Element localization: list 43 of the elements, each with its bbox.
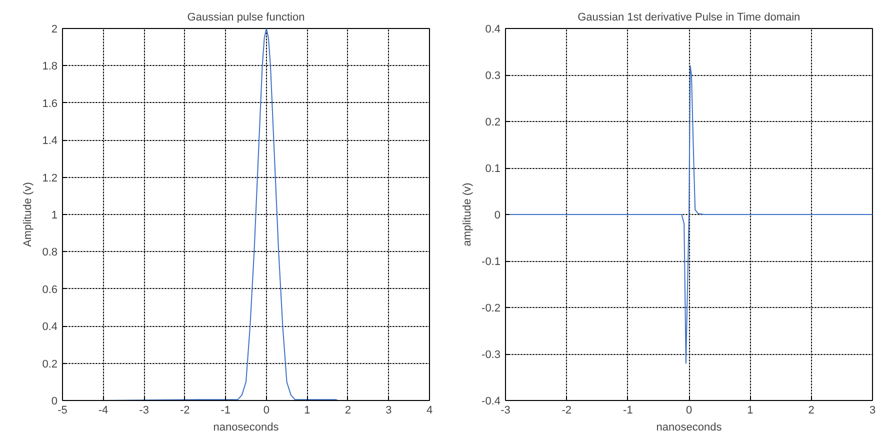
y-tick-label: 0.6 bbox=[42, 284, 58, 296]
x-tick-label: 2 bbox=[344, 404, 352, 416]
x-axis-title: nanoseconds bbox=[213, 422, 280, 434]
y-tick-label: 1.8 bbox=[42, 60, 58, 73]
x-tick-label: -3 bbox=[500, 404, 510, 416]
y-tick-label: -0.2 bbox=[482, 302, 501, 314]
x-tick-label: 1 bbox=[304, 404, 310, 416]
x-tick-label: -1 bbox=[622, 404, 633, 416]
y-tick-label: 1.6 bbox=[42, 98, 58, 110]
x-tick-label: 2 bbox=[808, 404, 814, 416]
x-tick-label: 0 bbox=[263, 404, 270, 416]
y-tick-label: 0.3 bbox=[485, 70, 501, 82]
x-tick-label: -2 bbox=[562, 404, 572, 416]
y-tick-label: 2 bbox=[51, 24, 58, 36]
y-tick-label: 0.4 bbox=[42, 321, 58, 334]
x-tick-label: -1 bbox=[220, 404, 230, 416]
y-tick-label: 0.8 bbox=[42, 246, 58, 259]
x-tick-label: -3 bbox=[139, 404, 149, 416]
y-tick-label: 1.4 bbox=[42, 135, 58, 148]
y-tick-label: -0.4 bbox=[482, 396, 501, 408]
x-tick-label: 3 bbox=[386, 404, 392, 416]
y-tick-label: 0.4 bbox=[485, 24, 501, 36]
y-tick-label: 1.2 bbox=[42, 172, 58, 184]
y-tick-label: 0.2 bbox=[42, 358, 58, 370]
x-tick-label: 3 bbox=[869, 404, 876, 416]
y-tick-label: 0 bbox=[51, 396, 58, 408]
x-tick-label: -4 bbox=[98, 404, 108, 416]
y-tick-label: -0.1 bbox=[482, 256, 501, 268]
chart-title: Gaussian pulse function bbox=[187, 12, 305, 24]
x-tick-label: 4 bbox=[426, 404, 433, 416]
chart-title: Gaussian 1st derivative Pulse in Time domain bbox=[578, 12, 800, 24]
x-tick-label: 0 bbox=[686, 404, 692, 416]
y-tick-label: 0.1 bbox=[485, 163, 501, 175]
y-tick-label: 0.2 bbox=[485, 116, 501, 128]
y-axis-title: amplitude (v) bbox=[462, 182, 474, 246]
x-tick-label: -5 bbox=[58, 404, 68, 416]
x-tick-label: 1 bbox=[747, 404, 754, 416]
x-tick-label: -2 bbox=[180, 404, 190, 416]
y-axis-title: Amplitude (v) bbox=[22, 182, 34, 247]
y-tick-label: -0.3 bbox=[482, 349, 501, 361]
x-axis-title: nanoseconds bbox=[656, 422, 722, 434]
y-tick-label: 1 bbox=[51, 210, 58, 222]
y-tick-label: 0 bbox=[494, 210, 501, 222]
